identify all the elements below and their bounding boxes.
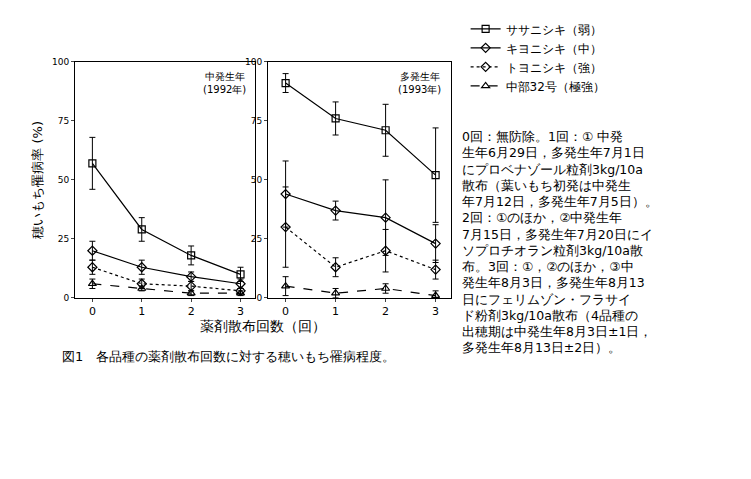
svg-text:50: 50: [251, 175, 263, 185]
svg-text:ササニシキ（弱）: ササニシキ（弱）: [506, 23, 602, 37]
svg-text:0: 0: [282, 305, 289, 318]
svg-text:中部32号（極強）: 中部32号（極強）: [506, 80, 605, 94]
svg-text:2: 2: [188, 305, 195, 318]
svg-text:25: 25: [251, 234, 262, 244]
svg-text:キヨニシキ（中）: キヨニシキ（中）: [506, 42, 602, 56]
svg-text:1: 1: [138, 305, 145, 318]
svg-text:トヨニシキ（強）: トヨニシキ（強）: [506, 61, 602, 75]
svg-text:75: 75: [58, 116, 69, 126]
svg-text:0: 0: [257, 293, 263, 303]
svg-text:75: 75: [251, 116, 262, 126]
svg-text:100: 100: [245, 57, 262, 67]
svg-text:100: 100: [52, 57, 69, 67]
svg-text:0: 0: [64, 293, 70, 303]
svg-text:図1 各品種の薬剤散布回数に対する穂いもち罹病程度。: 図1 各品種の薬剤散布回数に対する穂いもち罹病程度。: [62, 349, 395, 364]
svg-text:薬剤散布回数（回）: 薬剤散布回数（回）: [200, 318, 326, 334]
svg-text:2: 2: [382, 305, 389, 318]
svg-text:0回：無防除。1回：① 中発生年6月29日，多発生年7月1日: 0回：無防除。1回：① 中発生年6月29日，多発生年7月1日にプロベナゾール粒剤…: [462, 129, 658, 355]
svg-text:1: 1: [332, 305, 339, 318]
svg-text:25: 25: [58, 234, 69, 244]
svg-text:中発生年(1992年): 中発生年(1992年): [203, 71, 246, 95]
svg-text:3: 3: [432, 305, 439, 318]
svg-text:50: 50: [58, 175, 70, 185]
svg-text:3: 3: [237, 305, 244, 318]
svg-text:穂いもち罹病率 (%): 穂いもち罹病率 (%): [30, 121, 45, 239]
svg-text:多発生年(1993年): 多発生年(1993年): [398, 71, 441, 95]
svg-text:0: 0: [89, 305, 96, 318]
